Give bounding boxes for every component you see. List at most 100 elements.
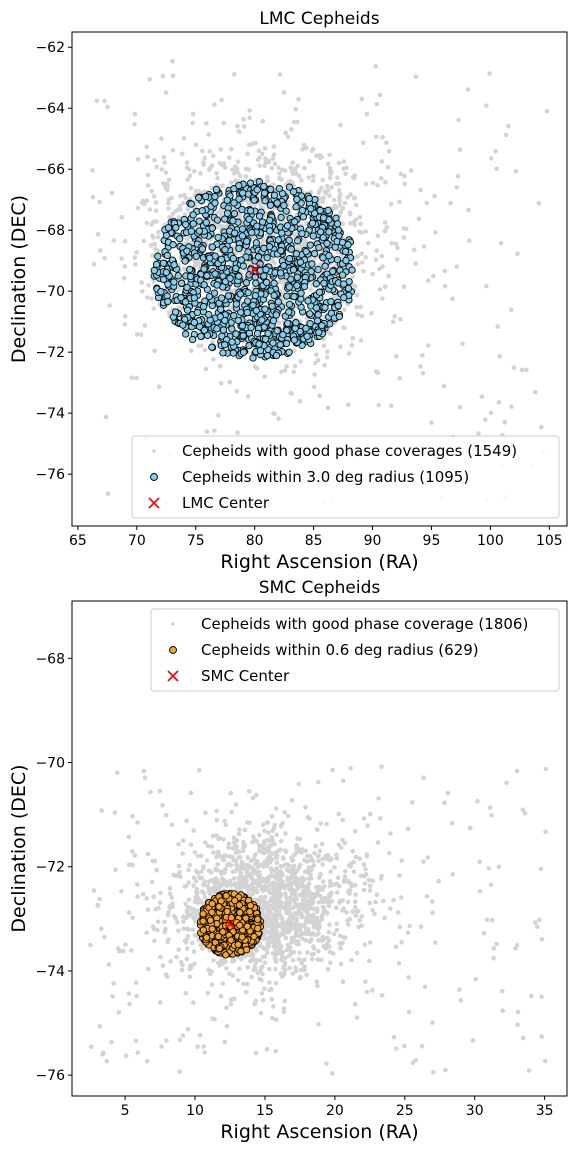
data-point: [166, 910, 171, 915]
data-point: [329, 267, 337, 275]
data-point: [251, 273, 259, 281]
data-point: [280, 863, 286, 869]
data-point: [189, 211, 197, 219]
data-point: [171, 308, 180, 316]
data-point: [276, 341, 284, 349]
data-point: [183, 283, 191, 292]
data-point: [342, 200, 348, 206]
data-point: [431, 273, 436, 279]
data-point: [363, 229, 369, 234]
data-point: [244, 990, 249, 995]
data-point: [418, 364, 423, 369]
data-point: [284, 319, 292, 327]
data-point: [163, 251, 171, 260]
data-point: [499, 988, 505, 994]
data-point: [258, 218, 267, 226]
data-point: [258, 862, 264, 868]
data-point: [367, 811, 373, 817]
data-point: [188, 842, 194, 848]
data-point: [320, 912, 326, 917]
data-point: [345, 195, 350, 200]
data-point: [113, 867, 118, 873]
data-point: [305, 904, 311, 909]
data-point: [310, 249, 319, 258]
lmc-panel: 65 70 75 80 85 90 95 100 105−62−64−66−68−70−72−7…: [8, 9, 568, 573]
data-point: [261, 898, 267, 903]
data-point: [351, 869, 357, 874]
data-point: [543, 1058, 548, 1064]
data-point: [533, 920, 538, 925]
data-point: [164, 280, 172, 288]
data-point: [362, 942, 368, 947]
data-point: [264, 179, 270, 185]
data-point: [190, 909, 196, 914]
data-point: [244, 289, 252, 297]
data-point: [261, 936, 267, 942]
data-point: [157, 788, 163, 794]
data-point: [324, 355, 330, 360]
data-point: [367, 883, 373, 889]
data-point: [191, 875, 197, 880]
data-point: [380, 296, 385, 301]
data-point: [293, 931, 299, 936]
y-tick-label: −66: [35, 162, 65, 178]
data-point: [224, 1023, 230, 1029]
chart-title: LMC Cepheids: [259, 9, 379, 29]
data-point: [344, 165, 350, 171]
data-point: [233, 850, 239, 856]
data-point: [297, 922, 303, 928]
data-point: [153, 200, 159, 205]
data-point: [406, 975, 412, 980]
data-point: [294, 919, 299, 925]
data-point: [105, 104, 110, 110]
data-point: [194, 896, 199, 902]
data-point: [253, 792, 259, 798]
data-point: [277, 911, 282, 917]
data-point: [341, 325, 347, 331]
data-point: [261, 878, 267, 884]
data-point: [298, 974, 303, 980]
data-point: [522, 810, 528, 816]
data-point: [307, 920, 313, 925]
data-point: [122, 314, 128, 319]
data-point: [379, 764, 384, 770]
data-point: [208, 243, 216, 251]
data-point: [224, 853, 229, 859]
data-point: [145, 851, 151, 857]
data-point: [375, 840, 381, 845]
data-point: [391, 897, 397, 903]
data-point: [273, 199, 281, 207]
data-point: [442, 284, 448, 289]
data-point: [421, 859, 426, 864]
data-point: [160, 73, 166, 79]
data-point: [283, 292, 291, 300]
data-point: [192, 850, 198, 855]
data-point: [310, 956, 315, 962]
data-point: [274, 1017, 279, 1023]
data-point: [195, 217, 203, 225]
data-point: [176, 947, 181, 952]
data-point: [219, 380, 224, 386]
data-point: [149, 188, 155, 194]
data-point: [348, 221, 353, 226]
data-point: [337, 195, 342, 200]
data-point: [328, 169, 334, 175]
data-point: [229, 810, 235, 815]
data-point: [164, 187, 170, 193]
data-point: [167, 891, 173, 897]
data-point: [235, 123, 240, 129]
data-point: [296, 957, 302, 962]
data-point: [293, 968, 299, 974]
data-point: [357, 214, 363, 220]
data-point: [217, 835, 222, 841]
data-point: [317, 848, 323, 854]
data-point: [483, 417, 488, 423]
data-point: [170, 278, 178, 286]
data-point: [269, 165, 275, 171]
data-point: [419, 1043, 425, 1049]
data-point: [241, 116, 246, 122]
data-point: [267, 917, 273, 923]
data-point: [273, 921, 279, 926]
data-point: [420, 370, 426, 376]
data-point: [157, 288, 165, 296]
